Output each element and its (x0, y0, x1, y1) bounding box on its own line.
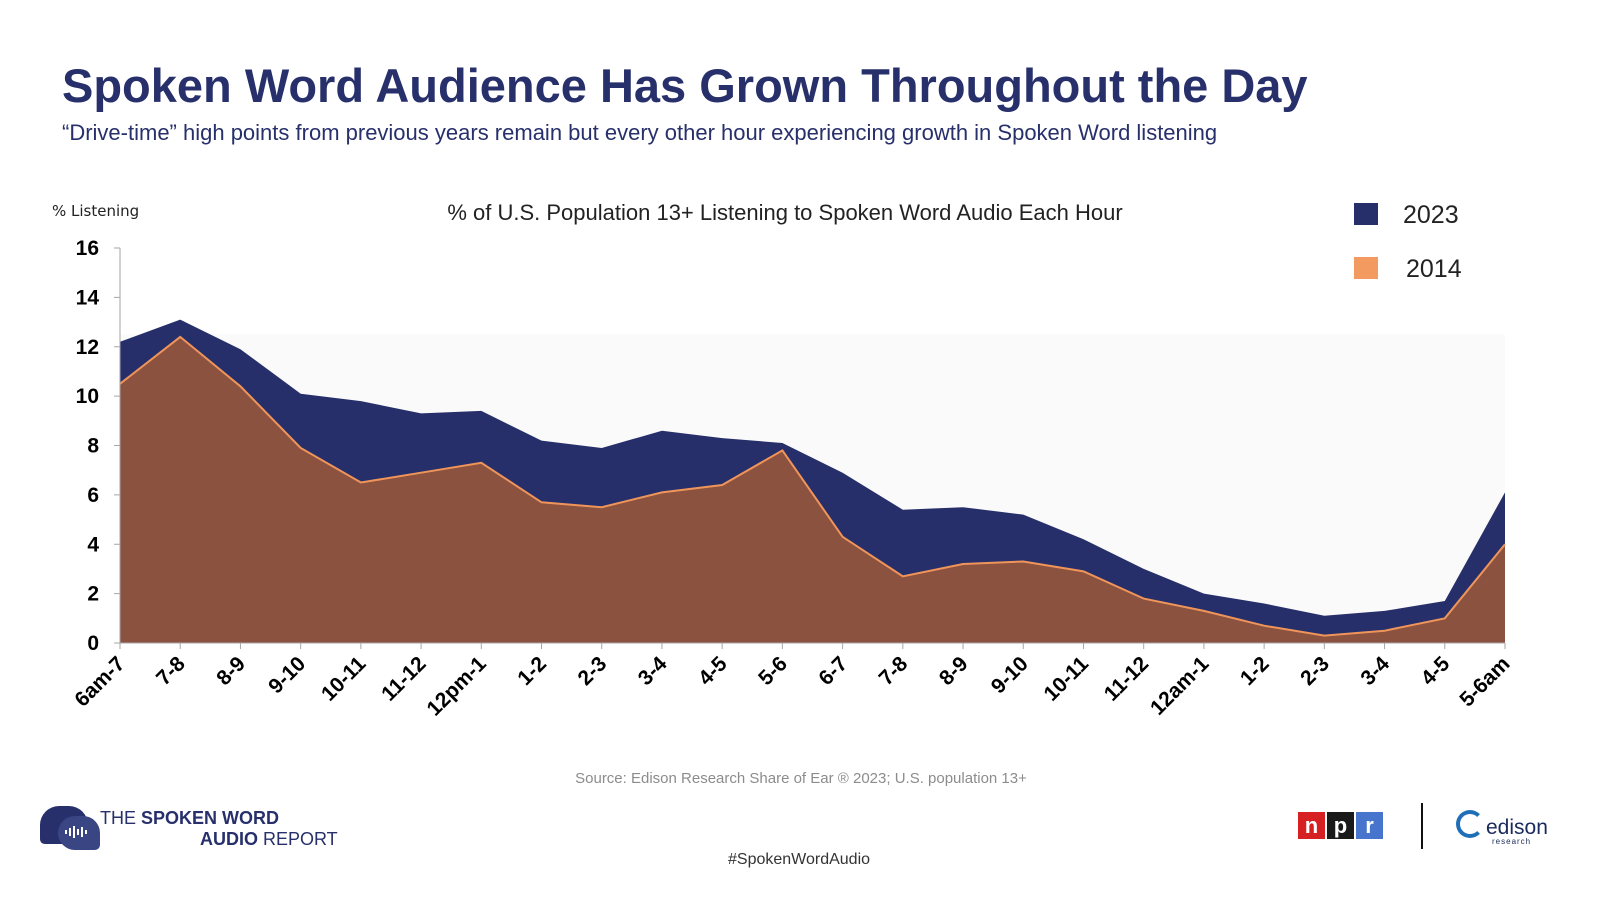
x-tick-label: 10-11 (317, 652, 371, 706)
x-tick-label: 6-7 (814, 652, 852, 690)
x-tick-label: 8-9 (935, 652, 973, 690)
x-tick-label: 3-4 (1356, 652, 1394, 690)
npr-logo-n: n (1298, 812, 1325, 839)
y-tick-label: 16 (76, 237, 99, 260)
edison-logo-sub: research (1492, 837, 1532, 846)
x-tick-label: 9-10 (987, 652, 1033, 698)
axes-group (114, 247, 1506, 649)
x-tick-label: 1-2 (1236, 652, 1274, 690)
slide-subtitle: “Drive-time” high points from previous y… (62, 120, 1218, 145)
logo-divider (1421, 803, 1423, 849)
y-tick-labels: 0 2 4 6 8 10 12 14 16 (76, 237, 100, 655)
x-tick-label: 7-8 (875, 652, 913, 690)
report-logo-line2: AUDIO REPORT (200, 829, 338, 849)
x-tick-label: 9-10 (264, 652, 310, 698)
y-tick-label: 10 (76, 385, 99, 408)
x-tick-label: 3-4 (634, 652, 672, 690)
legend-swatch-2023 (1354, 203, 1378, 225)
edison-swirl-icon (1456, 810, 1484, 838)
area-series-2014 (120, 336, 1505, 643)
x-tick-label: 8-9 (212, 652, 250, 690)
slide-title: Spoken Word Audience Has Grown Throughou… (62, 59, 1308, 112)
area-chart: % of U.S. Population 13+ Listening to Sp… (52, 200, 1515, 721)
x-tick-label: 2-3 (1296, 652, 1334, 690)
x-tick-label: 12am-1 (1146, 652, 1214, 720)
y-tick-label: 8 (87, 435, 99, 458)
x-tick-label: 4-5 (694, 652, 732, 690)
edison-research-logo: edison research (1456, 808, 1556, 848)
npr-logo: n p r (1298, 812, 1383, 839)
y-tick-label: 12 (76, 336, 99, 359)
edison-logo-word: edison (1486, 816, 1548, 839)
spoken-word-report-logo: THE SPOKEN WORD AUDIO REPORT (40, 800, 370, 860)
y-tick-label: 2 (87, 583, 99, 606)
hashtag: #SpokenWordAudio (728, 851, 871, 868)
y-tick-label: 4 (87, 533, 99, 556)
x-tick-label: 4-5 (1417, 652, 1455, 690)
x-tick-label: 10-11 (1040, 652, 1094, 706)
y-tick-label: 6 (87, 484, 99, 507)
x-tick-label: 7-8 (152, 652, 190, 690)
y-tick-label: 14 (76, 286, 100, 309)
line-series-2014 (119, 335, 1506, 637)
x-tick-label: 11-12 (1100, 652, 1153, 705)
area-series-group (119, 319, 1506, 643)
x-tick-label: 6am-7 (70, 652, 129, 711)
legend-label-2023: 2023 (1403, 201, 1459, 229)
npr-logo-p: p (1327, 812, 1354, 839)
x-tick-label: 11-12 (377, 652, 430, 705)
legend: 2023 2014 (1354, 201, 1462, 283)
report-logo-line1: THE SPOKEN WORD (100, 808, 280, 828)
legend-label-2014: 2014 (1406, 255, 1462, 283)
x-tick-label: 5-6 (754, 652, 792, 690)
x-tick-label: 1-2 (513, 652, 551, 690)
chart-title: % of U.S. Population 13+ Listening to Sp… (447, 200, 1122, 225)
source-note: Source: Edison Research Share of Ear ® 2… (575, 770, 1027, 787)
legend-swatch-2014 (1354, 257, 1378, 279)
x-tick-label: 2-3 (574, 652, 612, 690)
waveform-icon (65, 826, 87, 838)
y-tick-label: 0 (87, 632, 99, 655)
x-tick-label: 5-6am (1455, 652, 1514, 711)
x-tick-label: 12pm-1 (423, 652, 491, 720)
y-axis-label: % Listening (52, 202, 139, 220)
npr-logo-r: r (1356, 812, 1383, 839)
